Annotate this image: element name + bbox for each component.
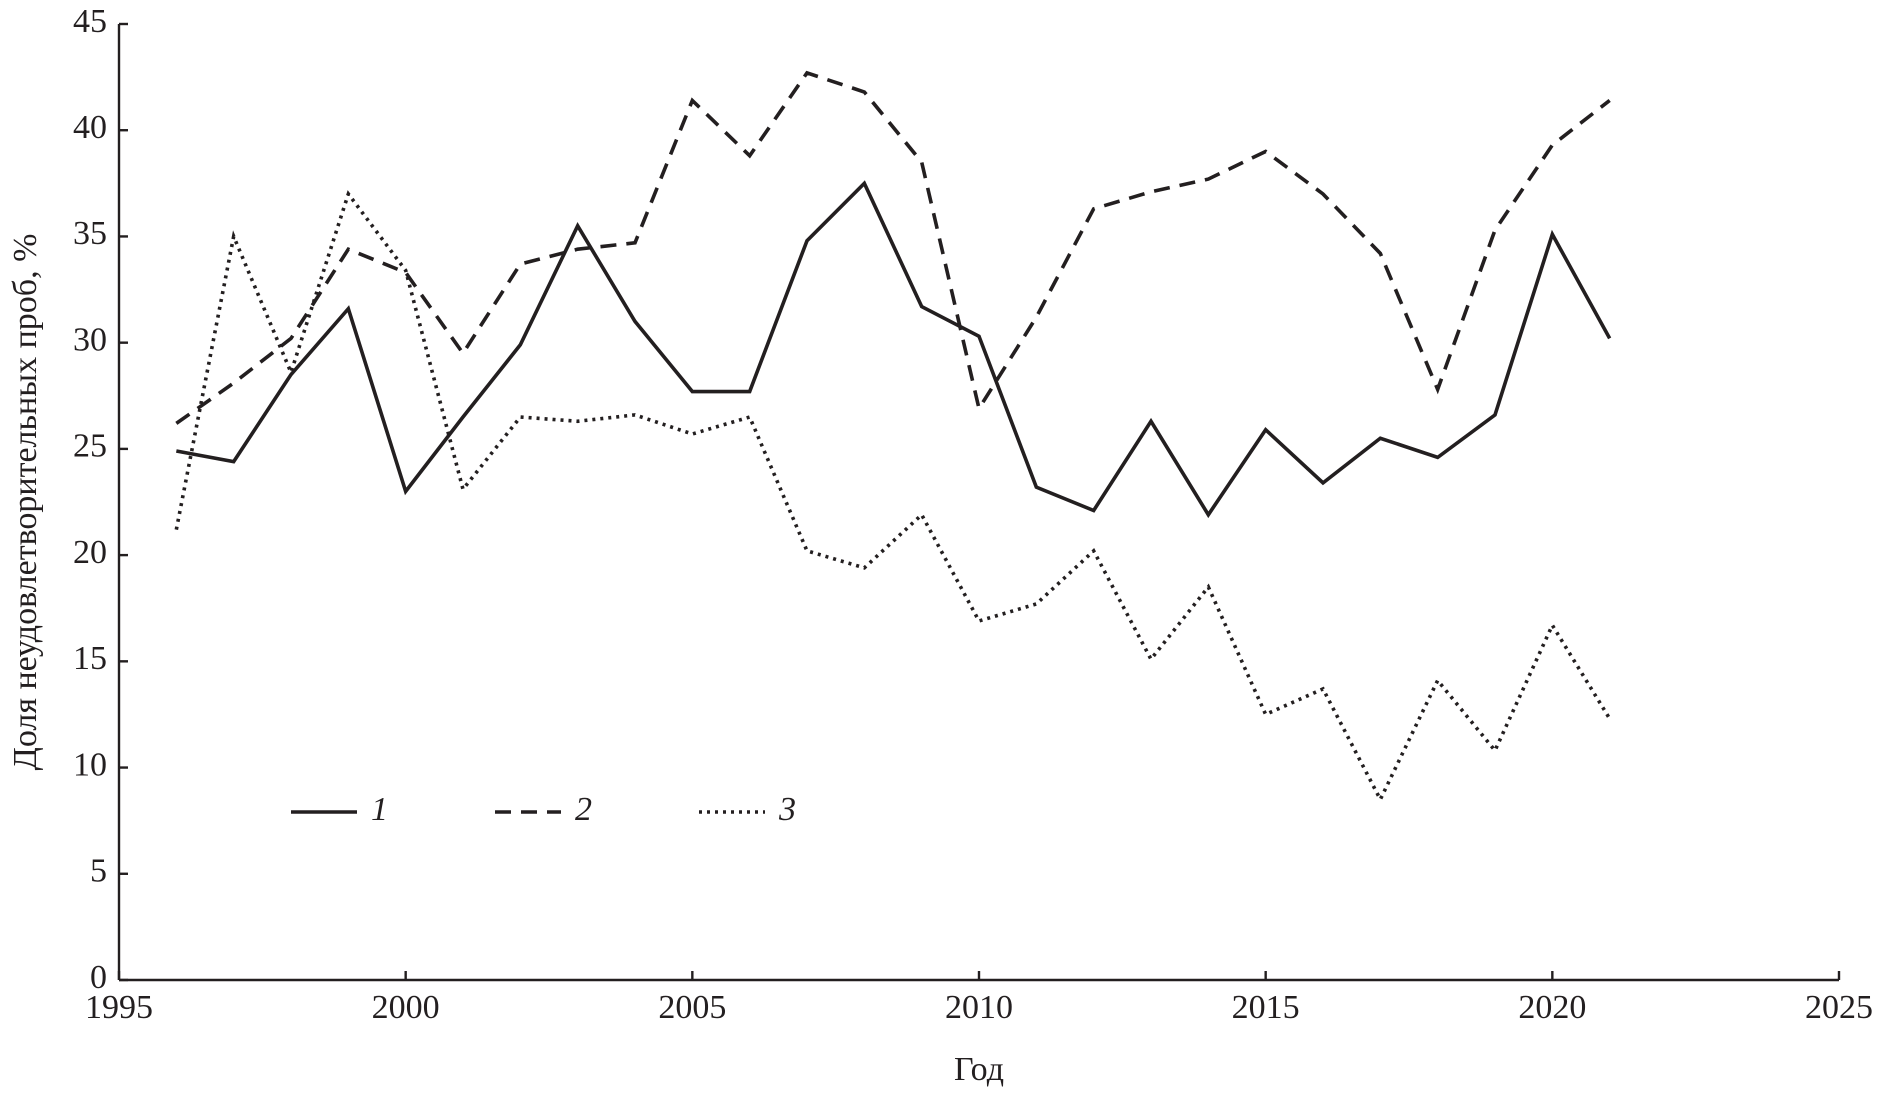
- series-line: [175, 70, 1611, 425]
- x-tick-label: 1995: [85, 989, 153, 1026]
- series-line: [176, 180, 1612, 519]
- legend-label: 3: [778, 791, 796, 828]
- x-tick-label: 2020: [1518, 989, 1586, 1026]
- y-tick-label: 0: [90, 959, 107, 996]
- x-axis-label: Год: [954, 1051, 1004, 1088]
- y-tick-label: 25: [73, 428, 107, 465]
- legend-label: 1: [371, 791, 388, 828]
- y-tick-label: 5: [90, 853, 107, 890]
- x-tick-label: 2010: [945, 989, 1013, 1026]
- x-tick-label: 2025: [1805, 989, 1873, 1026]
- y-tick-label: 30: [73, 321, 107, 358]
- y-axis-label: Доля неудовлетворительных проб, %: [7, 234, 44, 771]
- y-tick-label: 15: [73, 640, 107, 677]
- y-tick-label: 45: [73, 3, 107, 40]
- x-tick-label: 2015: [1232, 989, 1300, 1026]
- x-tick-label: 2005: [658, 989, 726, 1026]
- y-tick-label: 10: [73, 746, 107, 783]
- y-tick-label: 35: [73, 215, 107, 252]
- series-line: [174, 190, 1612, 804]
- y-tick-label: 40: [73, 109, 107, 146]
- x-tick-label: 2000: [372, 989, 440, 1026]
- y-tick-label: 20: [73, 534, 107, 571]
- legend-label: 2: [575, 791, 592, 828]
